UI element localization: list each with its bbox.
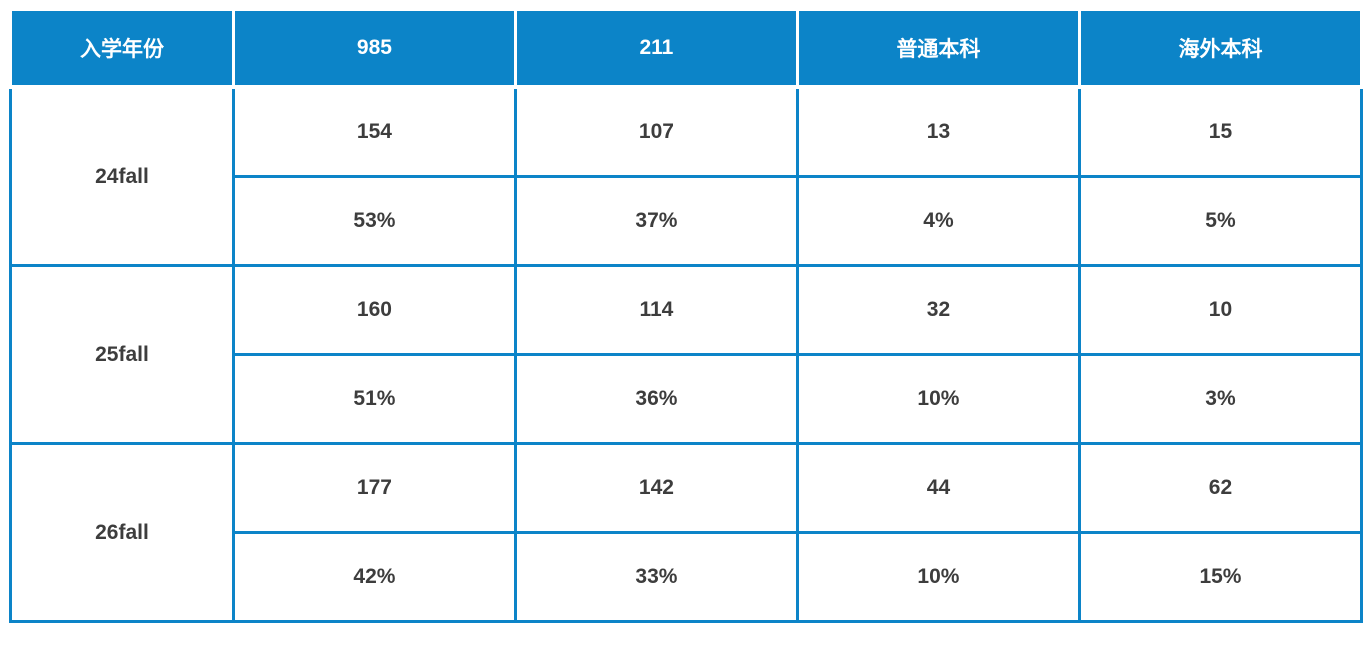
percents-row-24fall: 53% 37% 4% 5% bbox=[11, 175, 1364, 267]
percent-cell: 4% bbox=[795, 175, 1081, 267]
counts-row-24fall: 24fall 154 107 13 15 bbox=[9, 85, 1364, 267]
percent-cell: 37% bbox=[513, 175, 799, 267]
count-cell: 10 bbox=[1077, 264, 1364, 356]
percent-cell: 36% bbox=[513, 353, 799, 445]
count-cell: 44 bbox=[795, 442, 1081, 534]
count-cell: 62 bbox=[1077, 442, 1364, 534]
count-cell: 13 bbox=[795, 85, 1081, 178]
percent-cell: 53% bbox=[231, 175, 517, 267]
year-cell-24fall: 24fall bbox=[9, 85, 235, 267]
percent-cell: 33% bbox=[513, 531, 799, 623]
percent-cell: 10% bbox=[795, 353, 1081, 445]
count-cell: 142 bbox=[513, 442, 799, 534]
column-header-overseas-undergrad: 海外本科 bbox=[1077, 8, 1364, 89]
count-cell: 32 bbox=[795, 264, 1081, 356]
count-cell: 160 bbox=[231, 264, 517, 356]
percent-cell: 3% bbox=[1077, 353, 1364, 445]
count-cell: 177 bbox=[231, 442, 517, 534]
percent-cell: 10% bbox=[795, 531, 1081, 623]
percent-cell: 51% bbox=[231, 353, 517, 445]
counts-row-25fall: 25fall 160 114 32 10 bbox=[9, 264, 1364, 445]
count-cell: 15 bbox=[1077, 85, 1364, 178]
count-cell: 114 bbox=[513, 264, 799, 356]
percents-row-25fall: 51% 36% 10% 3% bbox=[11, 353, 1364, 445]
column-header-enrollment-year: 入学年份 bbox=[9, 8, 235, 89]
counts-row-26fall: 26fall 177 142 44 62 bbox=[9, 442, 1364, 623]
header-row: 入学年份 985 211 普通本科 海外本科 bbox=[9, 8, 1364, 89]
count-cell: 154 bbox=[231, 85, 517, 178]
year-cell-26fall: 26fall bbox=[9, 442, 235, 623]
count-cell: 107 bbox=[513, 85, 799, 178]
year-cell-25fall: 25fall bbox=[9, 264, 235, 445]
column-header-985: 985 bbox=[231, 8, 517, 89]
percent-cell: 42% bbox=[231, 531, 517, 623]
percents-row-26fall: 42% 33% 10% 15% bbox=[11, 531, 1364, 623]
enrollment-table: 入学年份 985 211 普通本科 海外本科 24fall 154 107 13… bbox=[9, 8, 1364, 623]
column-header-regular-undergrad: 普通本科 bbox=[795, 8, 1081, 89]
column-header-211: 211 bbox=[513, 8, 799, 89]
percent-cell: 15% bbox=[1077, 531, 1364, 623]
percent-cell: 5% bbox=[1077, 175, 1364, 267]
